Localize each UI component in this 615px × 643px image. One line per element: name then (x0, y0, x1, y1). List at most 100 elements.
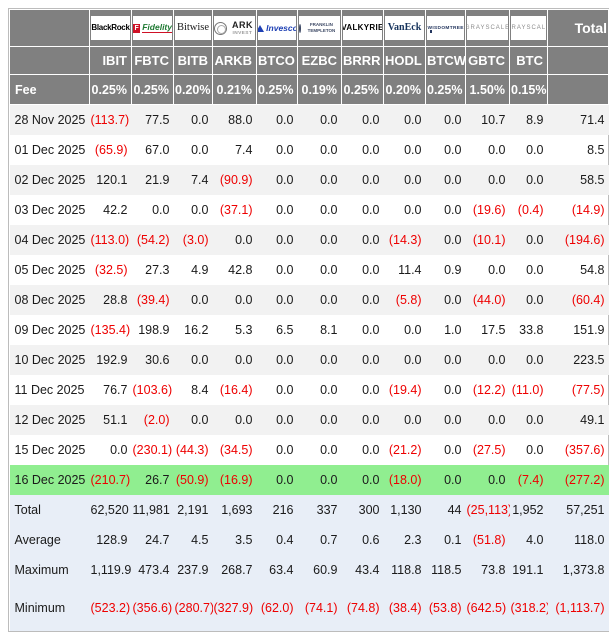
issuer-logo-text-wrap: Fidelity (142, 23, 172, 33)
value-cell: 67.0 (145, 142, 170, 157)
value-cell: 30.6 (131, 344, 174, 375)
value-cell: 10.7 (465, 104, 510, 135)
daily-flow-row: 04 Dec 2025 (113.0) (54.2) (3.0) 0.0 0.0 0.0 0.… (9, 224, 609, 255)
value-cell: 0.0 (509, 224, 548, 255)
ticker-row-label (9, 46, 90, 75)
value-cell: 0.0 (341, 224, 384, 255)
value-cell: 0.0 (152, 202, 170, 217)
daily-flow-row: 05 Dec 2025 (32.5) 27.3 4.9 42.8 0.0 0.0 0.0 11.… (10, 255, 609, 285)
value-cell: 0.0 (297, 344, 342, 375)
issuer-logo-text: VALKYRIE (343, 23, 382, 32)
date-cell: 16 Dec 2025 (9, 464, 90, 495)
ticker-EZBC: EZBC (297, 46, 342, 75)
summary-label: Maximum (9, 554, 90, 585)
value-cell: 198.9 (138, 322, 170, 337)
summary-label: Total (9, 494, 90, 525)
ticker-IBIT: IBIT (89, 46, 132, 75)
ark-circle-icon (214, 21, 228, 35)
row-total-cell: (14.9) (571, 202, 605, 217)
fee-HODL: 0.20% (383, 74, 426, 105)
value-cell: 0.9 (444, 262, 462, 277)
value-cell: 0.0 (383, 404, 426, 435)
value-cell: (230.1) (132, 442, 173, 457)
value-cell: 0.0 (256, 284, 298, 315)
value-cell: (12.2) (472, 382, 506, 397)
summary-value-cell: 2.3 (383, 524, 426, 555)
value-cell: (113.0) (89, 224, 132, 255)
value-cell: 0.0 (256, 404, 298, 435)
value-cell: 0.0 (425, 344, 466, 375)
value-cell: 11.4 (398, 262, 422, 277)
value-cell: 0.0 (341, 164, 384, 195)
value-cell: (44.3) (175, 442, 209, 457)
summary-value-cell: 337 (297, 494, 342, 525)
value-cell: (16.4) (219, 382, 253, 397)
value-cell: 0.0 (297, 164, 342, 195)
date-cell: 08 Dec 2025 (9, 284, 90, 315)
value-cell: 1.0 (444, 322, 462, 337)
date-cell: 04 Dec 2025 (9, 224, 90, 255)
value-cell: 0.0 (297, 464, 342, 495)
value-cell: 0.0 (256, 104, 298, 135)
issuer-logo-cell: GRAYSCALE (465, 9, 510, 47)
issuer-logo-cell: Invesco (256, 9, 298, 47)
issuer-logo-text-wrap: FRANKLIN TEMPLETON (303, 22, 340, 34)
daily-flow-row: 28 Nov 2025 (113.7) 77.5 0.0 88.0 0.0 0.0 0.0 0.… (9, 104, 609, 135)
value-cell: 5.3 (235, 322, 253, 337)
value-cell: (39.4) (131, 284, 174, 315)
row-total-cell: 58.5 (547, 164, 609, 195)
daily-flow-row: 09 Dec 2025 (135.4) 198.9 16.2 5.3 6.5 8.1 0.0 0… (10, 315, 609, 345)
value-cell: (90.9) (212, 164, 257, 195)
fee-BTCW: 0.25% (425, 74, 466, 105)
value-cell: (0.4) (517, 202, 544, 217)
issuer-logo-text-wrap: ARK INVEST (230, 19, 255, 36)
issuer-logo-text-wrap: GRAYSCALE (511, 25, 546, 31)
value-cell: 0.0 (425, 464, 466, 495)
summary-value-cell: 3.5 (212, 524, 257, 555)
fee-BITB: 0.20% (173, 74, 213, 105)
summary-value-cell: (38.4) (383, 584, 426, 631)
value-cell: 0.0 (444, 202, 462, 217)
value-cell: (14.3) (383, 224, 426, 255)
issuer-logo-grayscale-btc: GRAYSCALE (511, 16, 546, 40)
ticker-GBTC: GBTC (465, 46, 510, 75)
value-cell: 7.4 (235, 142, 253, 157)
summary-value-cell: 44 (425, 494, 466, 525)
row-total-cell: (357.6) (564, 442, 605, 457)
issuer-logo-text: ARK (231, 19, 253, 30)
summary-row-minimum: Minimum (523.2) (356.6) (280.7) (327.9) (62.0… (9, 584, 609, 631)
value-cell: 6.5 (276, 322, 294, 337)
summary-value-cell: 0.4 (256, 524, 298, 555)
daily-flow-row: 12 Dec 2025 51.1 (2.0) 0.0 0.0 0.0 0.0 0.0 0.0 0.… (9, 404, 609, 435)
summary-total-cell: (1,113.7) (547, 584, 609, 631)
value-cell: 0.0 (444, 442, 462, 457)
fee-total-empty (547, 74, 609, 105)
value-cell: 77.5 (131, 104, 174, 135)
value-cell: 51.1 (89, 404, 132, 435)
issuer-logo-cell: GRAYSCALE (509, 9, 548, 47)
value-cell: (3.0) (173, 224, 213, 255)
value-cell: 0.0 (276, 442, 294, 457)
date-cell: 15 Dec 2025 (14, 442, 86, 457)
value-cell: 0.0 (320, 382, 338, 397)
value-cell: 0.0 (297, 404, 342, 435)
value-cell: (7.4) (509, 464, 548, 495)
fee-BRRR: 0.25% (341, 74, 384, 105)
value-cell: 0.0 (509, 164, 548, 195)
value-cell: 0.0 (320, 142, 338, 157)
daily-flow-row: 01 Dec 2025 (65.9) 67.0 0.0 7.4 0.0 0.0 0.0 0.0 0… (10, 135, 609, 165)
value-cell: 0.0 (362, 442, 380, 457)
table-header: BlackRock F Fidelity Bitwise ARK INVEST Invesc… (9, 9, 609, 105)
summary-value-cell: (280.7) (173, 584, 213, 631)
value-cell: 0.0 (488, 262, 506, 277)
date-cell: 09 Dec 2025 (14, 322, 86, 337)
value-cell: 76.7 (103, 382, 128, 397)
total-column-header: Total (547, 9, 609, 47)
value-cell: 0.0 (383, 344, 426, 375)
value-cell: 0.0 (212, 284, 257, 315)
value-cell: 88.0 (212, 104, 257, 135)
fee-BTCO: 0.25% (256, 74, 298, 105)
issuer-logo-text: Fidelity (142, 22, 172, 33)
logo-row: BlackRock F Fidelity Bitwise ARK INVEST Invesc… (9, 9, 609, 47)
